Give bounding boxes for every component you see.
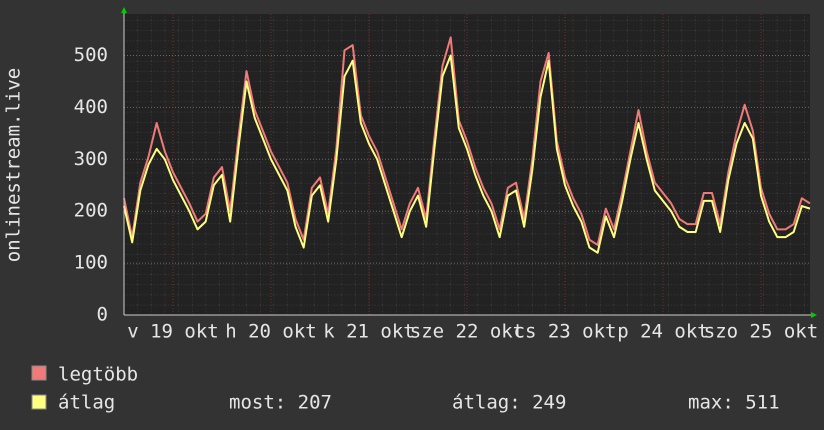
y-tick-label: 0 [97,304,108,326]
x-tick-label: p 24 okt [617,321,709,343]
legend-swatch [31,365,47,381]
y-tick-label: 100 [74,252,108,274]
series-line [123,54,811,254]
legend-label: legtöbb [58,364,138,386]
x-tick-label: k 21 okt [323,321,415,343]
stat-current: most: 207 [229,392,332,414]
y-tick-label: 200 [74,200,108,222]
y-tick-label: 500 [74,44,108,66]
legend-swatch [31,394,47,410]
x-arrow [811,312,817,318]
stat-max: max: 511 [688,392,780,414]
x-tick-label: v 19 okt [127,321,219,343]
y-tick-label: 400 [74,96,108,118]
legend-label: átlag [58,392,115,414]
y-axis-label: onlinestream.live [3,68,25,262]
x-tick-label: szo 25 okt [704,321,818,343]
lines [123,36,811,254]
stat-average: átlag: 249 [452,392,566,414]
y-tick-label: 300 [74,148,108,170]
x-tick-label: cs 23 okt [514,321,617,343]
x-tick-label: h 20 okt [225,321,317,343]
x-tick-label: sze 22 okt [410,321,524,343]
y-arrow [121,7,127,13]
series-line [123,36,811,246]
